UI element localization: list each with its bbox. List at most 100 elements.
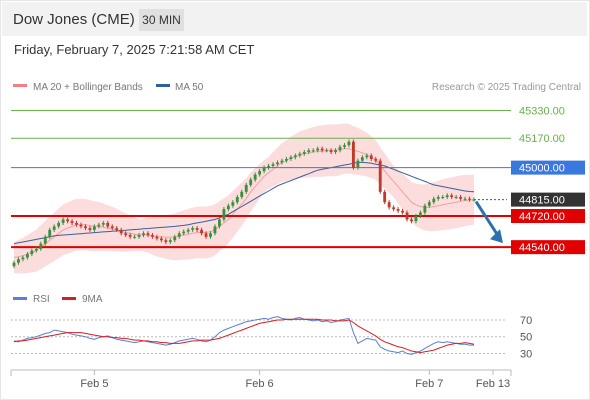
candle: [88, 226, 92, 232]
candle-body: [164, 240, 168, 242]
rsi-panel: 70 50 30: [11, 315, 532, 360]
candlestick-layer: [12, 139, 476, 269]
candle-body: [39, 243, 43, 249]
candle-body: [293, 155, 297, 158]
candle-body: [307, 150, 311, 153]
rsi-tick-label: 70: [520, 315, 532, 327]
candle-body: [182, 231, 186, 234]
x-axis: Feb 5 Feb 6 Feb 7 Feb 13: [10, 370, 512, 390]
candle: [106, 220, 110, 229]
candle-body: [48, 229, 52, 237]
ma50-line: [13, 161, 475, 245]
candle-body: [284, 158, 288, 161]
candle-body: [356, 160, 360, 168]
level-label: 44815.00: [519, 195, 565, 207]
candle-body: [253, 174, 257, 180]
candle: [378, 158, 382, 194]
candle: [459, 194, 463, 201]
candle: [124, 231, 128, 238]
candle: [463, 196, 467, 201]
candle-body: [12, 262, 16, 267]
candle-body: [168, 240, 172, 242]
candle-body: [155, 236, 159, 239]
candle: [231, 200, 235, 208]
level-label: 45000.00: [519, 163, 565, 175]
candle: [240, 189, 244, 200]
level-label: 45170.00: [519, 133, 565, 145]
candle: [25, 251, 29, 260]
candle-body: [142, 233, 145, 236]
candle: [262, 165, 266, 174]
candle: [280, 158, 284, 165]
candle: [258, 169, 262, 177]
candle: [164, 238, 168, 245]
candle-body: [249, 179, 253, 185]
candle: [396, 207, 400, 213]
candle-body: [110, 226, 114, 229]
rsi-ma-legend-swatch: [62, 297, 76, 300]
candle-body: [30, 250, 34, 255]
candle: [186, 227, 190, 234]
candle: [39, 241, 43, 251]
candle: [423, 203, 427, 215]
candle-body: [262, 167, 266, 172]
candle: [450, 193, 454, 200]
candle-body: [43, 236, 47, 244]
candle: [369, 153, 373, 162]
candle: [146, 231, 150, 238]
candle-body: [218, 219, 221, 227]
candle: [311, 148, 315, 153]
candle-body: [177, 233, 181, 237]
ma20-legend-swatch: [13, 84, 27, 87]
level-label: 45330.00: [519, 106, 565, 118]
forecast-arrow-shaft: [474, 200, 501, 238]
ma50-legend-swatch: [156, 84, 170, 87]
candle-body: [445, 195, 449, 198]
candle: [92, 224, 96, 232]
timeframe-badge[interactable]: 30 MIN: [139, 9, 184, 31]
candle: [70, 219, 74, 226]
candle-body: [405, 212, 409, 220]
candle: [34, 246, 38, 253]
ma20-legend-label: MA 20 + Bollinger Bands: [33, 82, 143, 93]
candle: [110, 224, 114, 231]
price-label-layer: 45330.00 45170.00 45000.00 44815.00 44720.00…: [511, 106, 585, 255]
candle: [137, 232, 141, 239]
candle: [427, 200, 431, 208]
price-level-layer: [11, 110, 511, 249]
candle-body: [222, 209, 226, 220]
candle-body: [365, 155, 369, 158]
bollinger-band: [14, 123, 474, 274]
candle: [267, 163, 270, 170]
candle-body: [418, 212, 422, 217]
candle-body: [57, 222, 61, 227]
candle-body: [66, 219, 70, 222]
forecast-arrow-layer: [474, 200, 503, 244]
candle-body: [240, 191, 244, 198]
candle: [155, 234, 159, 241]
candle: [97, 222, 101, 229]
candle-body: [369, 155, 373, 159]
candle: [347, 139, 351, 148]
candle: [374, 156, 378, 163]
rsi-tick-label: 30: [520, 348, 532, 360]
level-label-box: [511, 192, 585, 207]
candle-body: [25, 254, 29, 258]
candle: [57, 220, 61, 229]
candle-body: [119, 229, 123, 234]
candle: [410, 217, 413, 224]
candle: [293, 153, 297, 160]
candle-body: [347, 141, 351, 146]
ma50-legend-label: MA 50: [175, 82, 204, 93]
candle: [356, 158, 360, 170]
level-label: 44540.00: [519, 242, 565, 254]
candle: [75, 220, 78, 227]
candle-body: [235, 197, 239, 203]
candle-body: [329, 150, 333, 153]
candle-body: [401, 210, 404, 213]
candle: [392, 205, 396, 212]
candle-body: [441, 197, 445, 199]
level-label-box: [511, 160, 585, 175]
candle: [298, 151, 302, 158]
